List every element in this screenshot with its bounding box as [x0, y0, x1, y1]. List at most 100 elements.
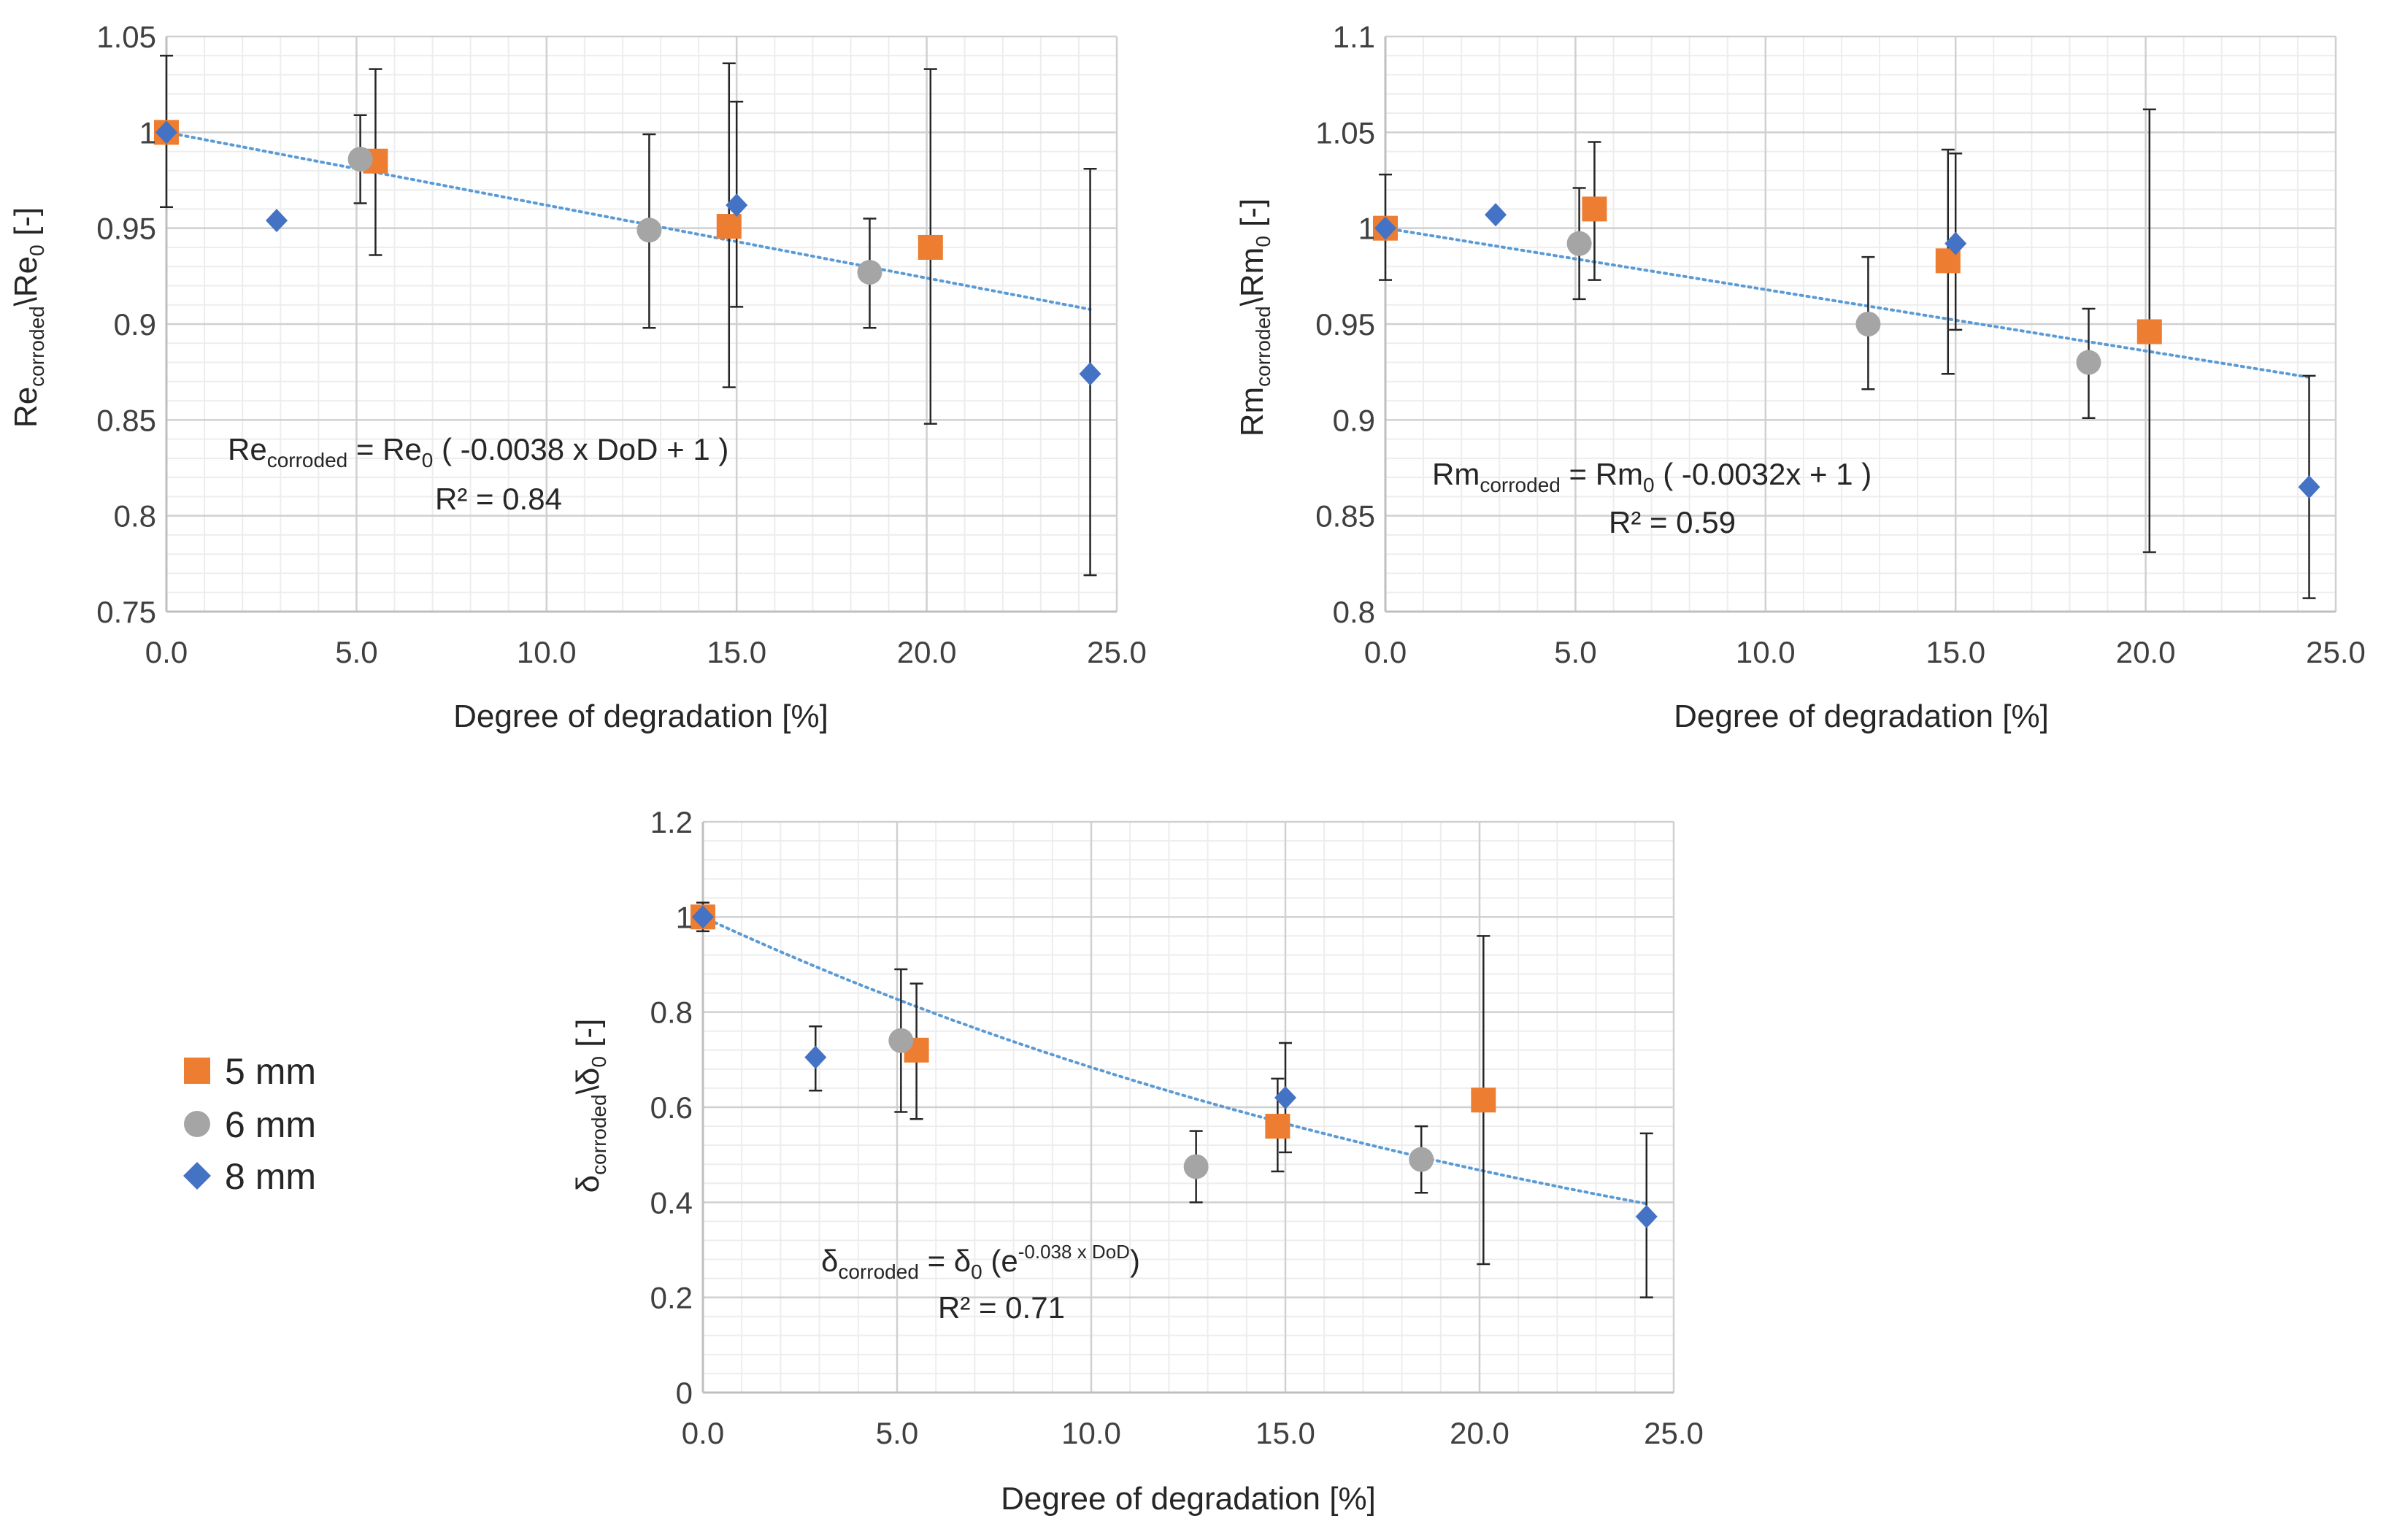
rm-point-8mm	[1945, 231, 1967, 255]
legend-label-5mm: 5 mm	[225, 1051, 316, 1092]
rm-y-tick-label: 0.95	[1315, 307, 1375, 342]
delta-point-6mm	[1409, 1147, 1434, 1172]
chart-delta: 0 0.2 0.4 0.6 0.8 1 1.2 0.0 5.0 10.0 15.0 20.0 25.0…	[570, 805, 1704, 1517]
delta-y-tick-label: 1.2	[650, 805, 693, 839]
rm-y-axis-label: Rmcorroded\Rm0 [-]	[1234, 199, 1274, 437]
re-y-tick-label: 0.95	[96, 212, 156, 246]
legend-label-8mm: 8 mm	[225, 1156, 316, 1197]
delta-y-tick-label: 0.6	[650, 1090, 693, 1125]
re-x-tick-label: 10.0	[517, 635, 577, 669]
re-x-tick-label: 0.0	[145, 635, 188, 669]
re-point-8mm	[266, 209, 288, 233]
delta-x-tick-label: 15.0	[1255, 1416, 1315, 1450]
delta-x-tick-labels: 0.0 5.0 10.0 15.0 20.0 25.0	[682, 1416, 1704, 1450]
re-point-8mm	[1079, 362, 1101, 386]
re-point-5mm	[716, 214, 742, 239]
rm-plot-grid	[1384, 35, 2337, 613]
re-point-5mm	[918, 234, 943, 260]
rm-point-6mm	[1855, 312, 1881, 336]
re-point-8mm	[155, 120, 177, 145]
delta-point-8mm	[1274, 1085, 1296, 1109]
re-y-tick-label: 0.85	[96, 403, 156, 437]
legend-marker-6mm	[184, 1111, 210, 1137]
legend-label-6mm: 6 mm	[225, 1104, 316, 1145]
rm-x-axis-label: Degree of degradation [%]	[1674, 698, 2049, 734]
rm-x-tick-label: 15.0	[1926, 635, 1985, 669]
rm-y-tick-labels: 0.8 0.85 0.9 0.95 1 1.05 1.1	[1315, 20, 1375, 629]
re-x-tick-labels: 0.0 5.0 10.0 15.0 20.0 25.0	[145, 635, 1147, 669]
delta-y-tick-label: 1	[676, 900, 693, 934]
rm-y-tick-label: 1	[1358, 212, 1375, 246]
re-y-tick-label: 1.05	[96, 20, 156, 54]
re-equation: Recorroded = Re0 ( -0.0038 x DoD + 1 )	[228, 432, 728, 471]
re-x-tick-label: 15.0	[707, 635, 766, 669]
re-r-squared: R² = 0.84	[435, 482, 562, 516]
re-y-axis-label: Recorroded\Re0 [-]	[8, 207, 48, 428]
delta-x-tick-label: 20.0	[1450, 1416, 1509, 1450]
re-point-6mm	[857, 260, 882, 285]
delta-y-tick-label: 0.8	[650, 996, 693, 1030]
rm-x-tick-label: 10.0	[1736, 635, 1796, 669]
rm-trendline	[1384, 226, 2311, 379]
chart-rm: 0.8 0.85 0.9 0.95 1 1.05 1.1 0.0 5.0 10.0 15.0 20.…	[1234, 20, 2366, 734]
re-x-tick-label: 5.0	[335, 635, 377, 669]
rm-y-tick-label: 1.05	[1315, 115, 1375, 150]
re-trendline-path	[165, 131, 1092, 311]
re-markers	[154, 120, 1101, 386]
rm-x-tick-label: 5.0	[1554, 635, 1596, 669]
delta-y-tick-label: 0.4	[650, 1185, 693, 1220]
legend-marker-5mm	[184, 1058, 210, 1084]
delta-trendline	[701, 915, 1648, 1206]
rm-y-tick-label: 0.8	[1333, 595, 1375, 629]
legend: 5 mm 6 mm 8 mm	[183, 1051, 316, 1197]
delta-point-8mm	[692, 905, 714, 929]
delta-y-tick-label: 0	[676, 1376, 693, 1410]
re-y-tick-label: 0.9	[114, 307, 156, 342]
rm-equation: Rmcorroded = Rm0 ( -0.0032x + 1 )	[1432, 457, 1872, 496]
re-point-8mm	[726, 193, 748, 217]
delta-x-tick-label: 5.0	[876, 1416, 918, 1450]
re-x-tick-label: 25.0	[1087, 635, 1147, 669]
delta-point-8mm	[1635, 1204, 1658, 1228]
rm-point-8mm	[2298, 475, 2320, 499]
rm-y-tick-label: 1.1	[1333, 20, 1375, 54]
rm-y-tick-label: 0.9	[1333, 403, 1375, 437]
delta-y-tick-label: 0.2	[650, 1281, 693, 1315]
rm-x-tick-label: 25.0	[2306, 635, 2366, 669]
rm-point-6mm	[2076, 350, 2101, 375]
delta-point-5mm	[1265, 1114, 1290, 1139]
rm-x-tick-labels: 0.0 5.0 10.0 15.0 20.0 25.0	[1364, 635, 2366, 669]
re-x-axis-label: Degree of degradation [%]	[453, 698, 828, 734]
rm-point-8mm	[1374, 216, 1396, 240]
re-point-6mm	[636, 217, 662, 243]
re-y-tick-label: 1	[139, 115, 156, 150]
rm-markers	[1373, 196, 2320, 499]
rm-y-tick-label: 0.85	[1315, 499, 1375, 534]
delta-markers	[691, 904, 1658, 1228]
delta-point-5mm	[1471, 1087, 1496, 1113]
delta-point-6mm	[1183, 1154, 1209, 1179]
re-y-tick-labels: 0.75 0.8 0.85 0.9 0.95 1 1.05	[96, 20, 156, 629]
delta-y-tick-labels: 0 0.2 0.4 0.6 0.8 1 1.2	[650, 805, 693, 1410]
chart-re: 0.75 0.8 0.85 0.9 0.95 1 1.05 0.0 5.0 10.0 15.0 20…	[8, 20, 1147, 734]
rm-x-tick-label: 0.0	[1364, 635, 1407, 669]
rm-r-squared: R² = 0.59	[1609, 505, 1736, 539]
delta-equation: δcorroded = δ0 (e-0.038 x DoD)	[821, 1241, 1140, 1283]
rm-point-5mm	[2136, 319, 2162, 344]
rm-point-6mm	[1566, 231, 1592, 256]
rm-x-tick-label: 20.0	[2116, 635, 2176, 669]
delta-point-6mm	[888, 1028, 914, 1053]
delta-trendline-path	[701, 915, 1648, 1206]
delta-x-tick-label: 10.0	[1061, 1416, 1121, 1450]
delta-plot-grid	[701, 820, 1675, 1394]
re-trendline	[165, 131, 1092, 311]
delta-x-tick-label: 0.0	[682, 1416, 724, 1450]
delta-y-axis-label: δcorroded\δ0 [-]	[570, 1019, 610, 1193]
delta-x-tick-label: 25.0	[1644, 1416, 1704, 1450]
re-y-tick-label: 0.8	[114, 499, 156, 534]
delta-r-squared: R² = 0.71	[938, 1290, 1065, 1325]
rm-point-8mm	[1485, 203, 1507, 227]
rm-error-bars	[1379, 108, 2316, 599]
rm-point-5mm	[1582, 196, 1607, 222]
